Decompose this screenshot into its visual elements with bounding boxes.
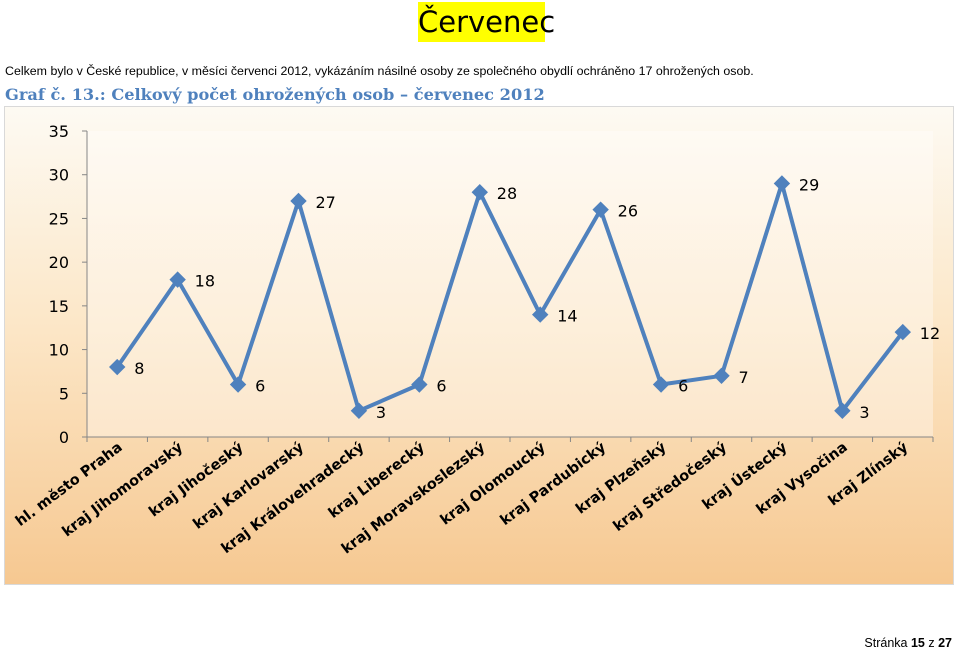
footer-middle: z — [924, 636, 939, 650]
data-point-marker — [290, 192, 307, 210]
x-tick-label: hl. město Praha — [13, 439, 126, 529]
data-point-marker — [350, 402, 368, 419]
footer-page-total: 27 — [938, 636, 952, 650]
y-tick-label: 5 — [59, 384, 69, 403]
data-label: 29 — [799, 175, 819, 194]
data-point-marker — [773, 175, 791, 192]
data-label: 26 — [618, 202, 638, 221]
graph-caption: Graf č. 13.: Celkový počet ohrožených os… — [5, 85, 545, 104]
y-tick-label: 35 — [49, 122, 69, 141]
plot-area — [87, 131, 933, 437]
data-point-marker — [834, 402, 851, 419]
data-label: 3 — [376, 403, 386, 422]
x-tick-label: kraj Olomoucký — [438, 439, 549, 529]
data-point-marker — [471, 183, 488, 201]
y-tick-label: 20 — [49, 253, 69, 272]
data-label: 8 — [134, 359, 144, 378]
series-line — [115, 181, 905, 413]
x-tick-label: kraj Pardubický — [498, 439, 610, 529]
data-label: 28 — [497, 184, 517, 203]
data-point-marker — [169, 271, 186, 288]
y-tick-label: 30 — [49, 166, 69, 185]
data-label: 14 — [557, 307, 577, 326]
data-label: 3 — [859, 403, 869, 422]
data-label: 6 — [255, 377, 265, 396]
footer-page-number: 15 — [910, 636, 925, 650]
x-tick-label: kraj Jihomoravský — [59, 439, 186, 540]
y-tick-label: 10 — [49, 341, 69, 360]
data-label: 6 — [436, 377, 446, 396]
data-label: 18 — [195, 272, 215, 291]
data-point-marker — [592, 201, 609, 218]
data-label: 12 — [920, 324, 940, 343]
data-point-marker — [894, 323, 911, 341]
data-label: 6 — [678, 377, 688, 396]
data-point-marker — [652, 376, 670, 393]
data-point-marker — [229, 376, 247, 393]
y-tick-label: 25 — [49, 209, 69, 228]
data-point-marker — [109, 358, 126, 376]
x-tick-label: kraj Karlovarský — [190, 439, 307, 533]
data-point-marker — [411, 376, 428, 393]
x-tick-label: kraj Středočeský — [611, 439, 731, 535]
footer-prefix: Stránka — [864, 636, 911, 650]
month-title: Červenec — [418, 2, 555, 42]
data-point-marker — [713, 367, 730, 385]
data-point-marker — [532, 306, 549, 323]
chart-area: 0 5 10 15 20 25 30 35 hl. město Praha kraj Jihomo… — [4, 106, 954, 585]
intro-text: Celkem bylo v České republice, v měsíci … — [5, 64, 754, 78]
y-tick-label: 15 — [49, 297, 69, 316]
data-label: 27 — [316, 193, 336, 212]
y-tick-label: 0 — [59, 428, 69, 447]
page-footer: Stránka 15 z 27 — [864, 636, 952, 650]
data-label: 7 — [739, 368, 749, 387]
